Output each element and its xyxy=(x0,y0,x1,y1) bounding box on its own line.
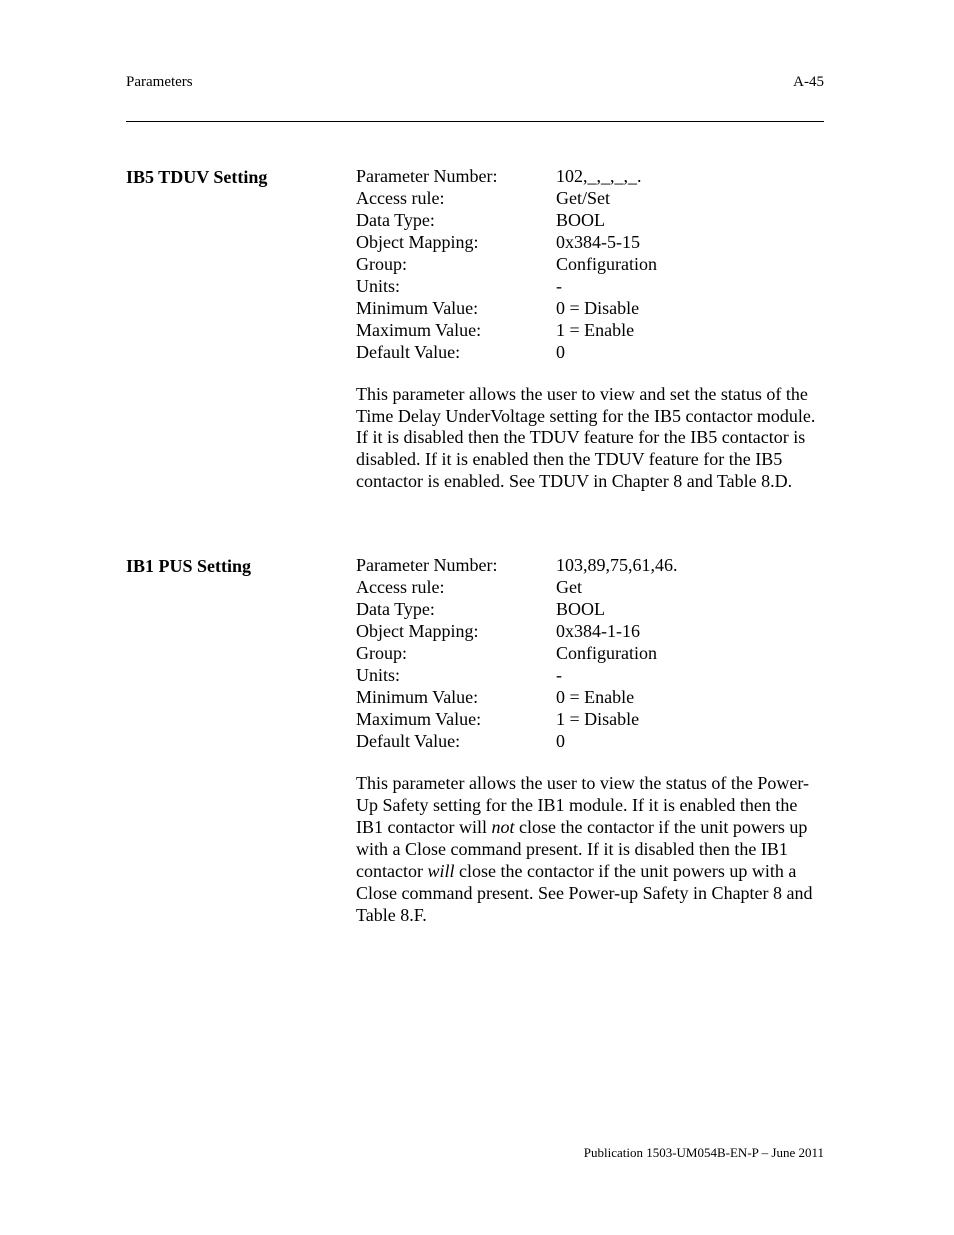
param-key: Units: xyxy=(356,276,556,298)
param-value: 1 = Enable xyxy=(556,320,657,342)
table-row: Parameter Number: 103,89,75,61,46. xyxy=(356,555,678,577)
param-key: Parameter Number: xyxy=(356,555,556,577)
param-value: 0x384-5-15 xyxy=(556,232,657,254)
param-value: 102,_,_,_,_. xyxy=(556,166,657,188)
param-value: - xyxy=(556,276,657,298)
table-row: Units: - xyxy=(356,665,678,687)
table-row: Access rule: Get xyxy=(356,577,678,599)
chapter-title: Parameters xyxy=(126,74,193,91)
table-row: Maximum Value: 1 = Enable xyxy=(356,320,657,342)
param-key: Minimum Value: xyxy=(356,298,556,320)
table-row: Data Type: BOOL xyxy=(356,599,678,621)
param-key: Default Value: xyxy=(356,342,556,364)
section-ib5-tduv: IB5 TDUV Setting Parameter Number: 102,_… xyxy=(126,166,824,493)
param-table: Parameter Number: 102,_,_,_,_. Access ru… xyxy=(356,166,657,364)
param-key: Units: xyxy=(356,665,556,687)
section-ib1-pus: IB1 PUS Setting Parameter Number: 103,89… xyxy=(126,555,824,926)
param-key: Group: xyxy=(356,643,556,665)
param-value: Get/Set xyxy=(556,188,657,210)
param-key: Minimum Value: xyxy=(356,687,556,709)
section-label: IB1 PUS Setting xyxy=(126,555,356,926)
table-row: Object Mapping: 0x384-5-15 xyxy=(356,232,657,254)
param-key: Default Value: xyxy=(356,731,556,753)
table-row: Default Value: 0 xyxy=(356,342,657,364)
param-value: 1 = Disable xyxy=(556,709,678,731)
param-value: 0x384-1-16 xyxy=(556,621,678,643)
table-row: Group: Configuration xyxy=(356,643,678,665)
param-key: Parameter Number: xyxy=(356,166,556,188)
param-key: Data Type: xyxy=(356,210,556,232)
table-row: Maximum Value: 1 = Disable xyxy=(356,709,678,731)
section-body: Parameter Number: 103,89,75,61,46. Acces… xyxy=(356,555,824,926)
param-key: Data Type: xyxy=(356,599,556,621)
table-row: Object Mapping: 0x384-1-16 xyxy=(356,621,678,643)
table-row: Minimum Value: 0 = Enable xyxy=(356,687,678,709)
table-row: Access rule: Get/Set xyxy=(356,188,657,210)
param-value: 0 = Enable xyxy=(556,687,678,709)
param-value: 0 xyxy=(556,731,678,753)
param-value: BOOL xyxy=(556,210,657,232)
param-table: Parameter Number: 103,89,75,61,46. Acces… xyxy=(356,555,678,753)
param-value: Get xyxy=(556,577,678,599)
table-row: Parameter Number: 102,_,_,_,_. xyxy=(356,166,657,188)
param-key: Access rule: xyxy=(356,577,556,599)
param-key: Maximum Value: xyxy=(356,320,556,342)
section-paragraph: This parameter allows the user to view t… xyxy=(356,773,824,927)
page-header: Parameters A-45 xyxy=(126,74,824,122)
table-row: Data Type: BOOL xyxy=(356,210,657,232)
param-value: Configuration xyxy=(556,643,678,665)
content-region: IB5 TDUV Setting Parameter Number: 102,_… xyxy=(126,122,824,927)
param-value: Configuration xyxy=(556,254,657,276)
param-key: Group: xyxy=(356,254,556,276)
param-key: Access rule: xyxy=(356,188,556,210)
param-value: 0 xyxy=(556,342,657,364)
table-row: Minimum Value: 0 = Disable xyxy=(356,298,657,320)
param-value: 103,89,75,61,46. xyxy=(556,555,678,577)
param-value: BOOL xyxy=(556,599,678,621)
section-paragraph: This parameter allows the user to view a… xyxy=(356,384,824,494)
section-body: Parameter Number: 102,_,_,_,_. Access ru… xyxy=(356,166,824,493)
param-key: Maximum Value: xyxy=(356,709,556,731)
param-key: Object Mapping: xyxy=(356,232,556,254)
page-number: A-45 xyxy=(793,74,824,91)
table-row: Units: - xyxy=(356,276,657,298)
table-row: Group: Configuration xyxy=(356,254,657,276)
section-label: IB5 TDUV Setting xyxy=(126,166,356,493)
param-value: 0 = Disable xyxy=(556,298,657,320)
table-row: Default Value: 0 xyxy=(356,731,678,753)
param-value: - xyxy=(556,665,678,687)
publication-footer: Publication 1503-UM054B-EN-P – June 2011 xyxy=(584,1145,824,1161)
param-key: Object Mapping: xyxy=(356,621,556,643)
